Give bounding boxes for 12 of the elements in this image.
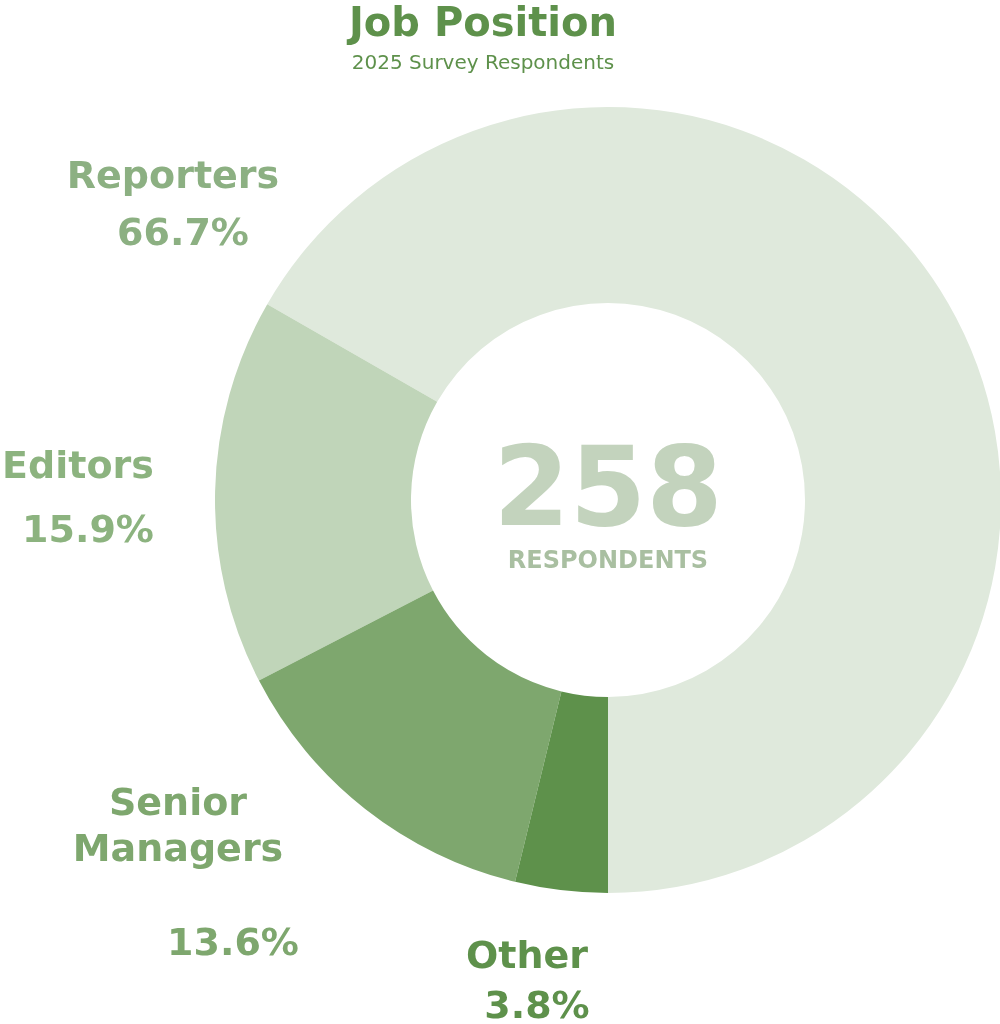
data-label: 3.8% <box>484 983 590 1024</box>
data-label: 66.7% <box>117 210 249 254</box>
chart-title: Job Position <box>345 0 618 45</box>
slice-label: Other <box>465 933 589 977</box>
slice-label: Editors <box>2 443 154 487</box>
slice-label: Reporters <box>66 153 280 197</box>
donut-slice <box>515 691 608 893</box>
donut-slice <box>215 304 438 681</box>
slice-label: Senior Managers <box>72 780 284 870</box>
data-label: 13.6% <box>167 920 299 964</box>
chart-subtitle: 2025 Survey Respondents <box>351 50 615 74</box>
data-label: 15.9% <box>22 507 154 551</box>
